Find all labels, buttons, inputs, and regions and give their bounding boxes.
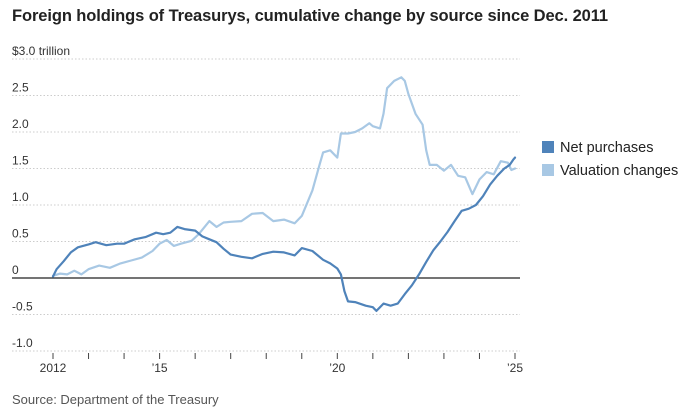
- x-tick-label: ’20: [329, 361, 345, 375]
- legend-label: Net purchases: [560, 140, 654, 156]
- y-tick-label: 1.5: [12, 154, 29, 168]
- y-tick-label: -1.0: [12, 336, 33, 350]
- legend-swatch: [542, 141, 554, 153]
- legend-label: Valuation changes: [560, 163, 678, 179]
- y-tick-label: $3.0 trillion: [12, 44, 70, 58]
- y-tick-label: 0: [12, 263, 19, 277]
- series-line-net-purchases: [51, 156, 517, 312]
- series-lines: [51, 76, 517, 312]
- y-axis-ticks: $3.0 trillion 2.5 2.0 1.5 1.0 0.5 0 -0.5 -1.0: [12, 44, 70, 350]
- x-tick-label: 2012: [40, 361, 67, 375]
- x-tick-label: ’15: [152, 361, 168, 375]
- y-tick-label: -0.5: [12, 300, 33, 314]
- y-tick-label: 0.5: [12, 227, 29, 241]
- x-axis-ticks: 2012 ’15 ’20 ’25: [40, 353, 523, 375]
- chart-title: Foreign holdings of Treasurys, cumulativ…: [12, 7, 608, 25]
- gridlines: [12, 58, 520, 352]
- y-tick-label: 2.5: [12, 81, 29, 95]
- legend-swatch: [542, 164, 554, 176]
- x-tick-label: ’25: [507, 361, 523, 375]
- source-note: Source: Department of the Treasury: [12, 392, 219, 407]
- series-line-valuation-changes: [51, 76, 517, 277]
- y-tick-label: 2.0: [12, 117, 29, 131]
- y-tick-label: 1.0: [12, 190, 29, 204]
- legend: Net purchases Valuation changes: [542, 140, 678, 179]
